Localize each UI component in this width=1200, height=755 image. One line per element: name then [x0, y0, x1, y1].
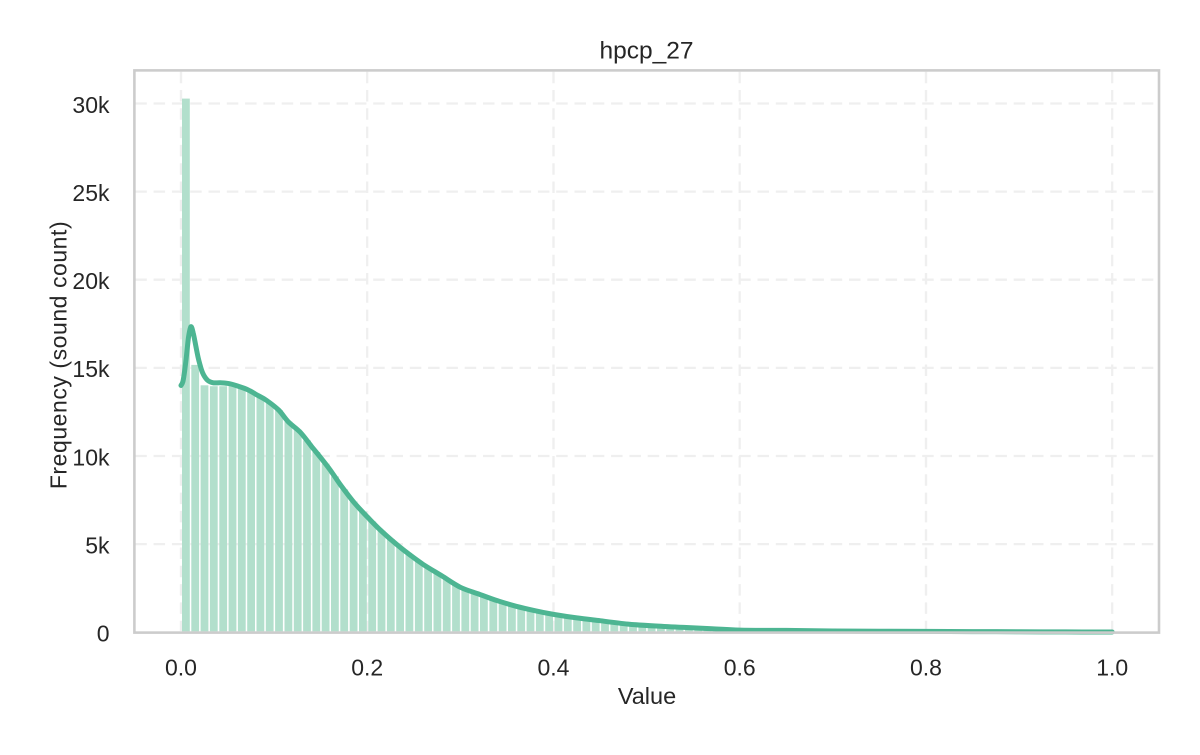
svg-text:0.6: 0.6 — [724, 655, 756, 681]
svg-text:1.0: 1.0 — [1096, 655, 1128, 681]
svg-text:0.0: 0.0 — [165, 655, 197, 681]
svg-text:0.2: 0.2 — [351, 655, 383, 681]
svg-text:5k: 5k — [85, 532, 110, 558]
svg-text:15k: 15k — [72, 356, 110, 382]
svg-text:Frequency (sound count): Frequency (sound count) — [46, 221, 72, 489]
svg-text:25k: 25k — [72, 180, 110, 206]
svg-text:10k: 10k — [72, 444, 110, 470]
svg-text:30k: 30k — [72, 92, 110, 118]
svg-text:0: 0 — [97, 621, 110, 647]
svg-text:0.8: 0.8 — [910, 655, 942, 681]
svg-text:Value: Value — [618, 683, 676, 709]
svg-text:0.4: 0.4 — [538, 655, 570, 681]
svg-text:20k: 20k — [72, 268, 110, 294]
svg-text:hpcp_27: hpcp_27 — [599, 38, 693, 65]
